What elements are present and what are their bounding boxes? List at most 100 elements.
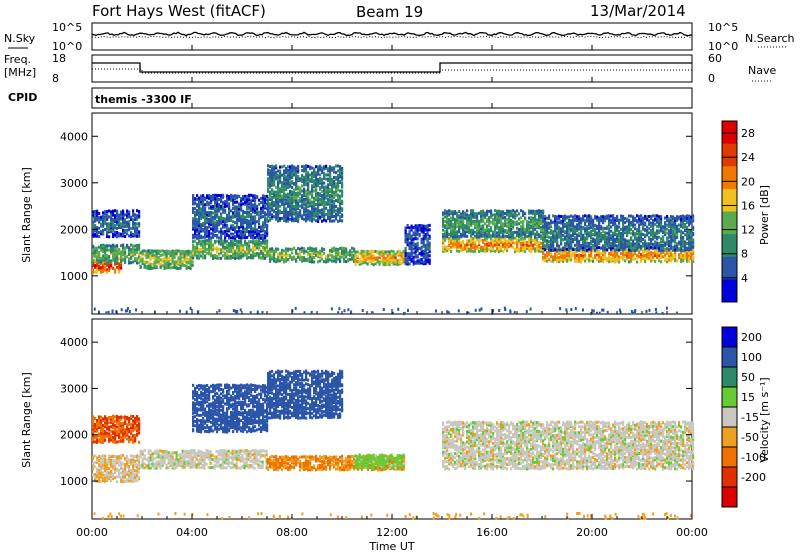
scatter-cell-682 (202, 244, 205, 248)
scatter-cell-601 (179, 250, 182, 254)
scatter-cell-1715 (311, 191, 314, 195)
scatter-cell-2727 (418, 261, 421, 265)
cpid-text: themis -3300 IF (95, 93, 192, 106)
scatter-cell-3483 (522, 221, 525, 225)
scatter-cell-4327 (596, 233, 599, 237)
scatter-cell-4561 (634, 245, 637, 249)
scatter-cell-4362 (602, 237, 605, 241)
scatter-cell-2356 (232, 201, 235, 204)
scatter-cell-339 (114, 215, 117, 219)
scatter-cell-2867 (462, 241, 465, 245)
scatter-cell-1535 (293, 196, 296, 200)
scatter-cell-4952 (303, 311, 306, 315)
scatter-cell-2095 (198, 196, 201, 200)
scatter-cell-1931 (333, 219, 336, 223)
scatter-cell-4852 (682, 244, 685, 248)
scatter-cell-4103 (560, 215, 563, 218)
scatter-cell-766 (228, 242, 231, 245)
scatter-cell-3322 (488, 209, 491, 213)
scatter-cell-4054 (554, 239, 557, 243)
scatter-cell-4048 (552, 235, 555, 239)
scatter-cell-67 (118, 257, 121, 261)
scatter-cell-2127 (202, 194, 205, 198)
scatter-cell-2040 (192, 198, 195, 202)
scatter-cell-2388 (236, 205, 239, 209)
scatter-cell-4465 (618, 240, 621, 244)
scatter-cell-3927 (672, 253, 675, 257)
scatter-cell-958 (287, 249, 290, 253)
scatter-cell-2560 (258, 219, 261, 223)
scatter-cell-547 (165, 255, 168, 259)
scatter-cell-3428 (510, 228, 513, 231)
scatter-cell-3978 (692, 252, 695, 255)
scatter-cell-1006 (309, 246, 312, 250)
scatter-cell-1155 (368, 250, 371, 254)
scatter-cell-4798 (672, 217, 675, 221)
scatter-cell-1399 (281, 216, 284, 220)
scatter-cell-1121 (356, 254, 359, 258)
scatter-cell-1326 (273, 192, 276, 196)
scatter-cell-1814 (321, 200, 324, 204)
scatter-cell-897 (264, 239, 267, 243)
scatter-cell-4378 (604, 234, 607, 238)
scatter-cell-3290 (482, 218, 485, 222)
scatter-cell-1969 (337, 213, 340, 217)
scatter-cell-961 (289, 253, 292, 257)
scatter-cell-4624 (644, 241, 647, 245)
scatter-cell-3321 (488, 216, 491, 220)
scatter-cell-4381 (604, 219, 607, 223)
scatter-cell-3554 (538, 226, 541, 230)
scatter-cell-3490 (524, 230, 527, 234)
scatter-cell-592 (177, 249, 180, 253)
scatter-cell-3363 (498, 228, 501, 231)
scatter-cell-4208 (576, 216, 579, 220)
scatter-cell-3569 (540, 216, 543, 220)
scatter-cell-3014 (520, 246, 523, 250)
scatter-cell-475 (145, 264, 148, 268)
scatter-cell-4061 (554, 225, 557, 229)
scatter-cell-500 (151, 249, 154, 253)
scatter-cell-3416 (508, 226, 511, 230)
scatter-cell-3593 (546, 259, 549, 263)
scatter-cell-4634 (646, 246, 649, 250)
scatter-cell-3448 (514, 222, 517, 226)
scatter-cell-2691 (412, 241, 415, 245)
scatter-cell-1575 (297, 213, 300, 217)
scatter-cell-4396 (608, 243, 611, 247)
scatter-cell-817 (242, 251, 245, 255)
scatter-cell-1521 (291, 173, 294, 177)
scatter-cell-449 (138, 230, 141, 234)
scatter-cell-4269 (586, 227, 589, 231)
scatter-cell-1244 (400, 254, 403, 258)
scatter-cell-935 (277, 247, 280, 251)
scatter-cell-2882 (468, 239, 471, 243)
scatter-cell-82 (94, 248, 97, 252)
scatter-cell-2629 (404, 257, 407, 261)
scatter-cell-1858 (325, 192, 328, 195)
scatter-cell-1382 (279, 209, 282, 213)
scatter-cell-4408 (608, 216, 611, 220)
scatter-cell-2444 (244, 230, 247, 234)
scatter-cell-3562 (538, 209, 541, 213)
scatter-cell-4796 (672, 223, 675, 227)
scatter-cell-529 (161, 264, 164, 268)
scatter-cell-1149 (366, 252, 369, 256)
scatter-cell-1774 (317, 205, 320, 209)
scatter-cell-201 (130, 250, 133, 254)
scatter-cell-4842 (680, 233, 683, 237)
scatter-cell-965 (291, 251, 294, 255)
scatter-cell-2422 (240, 200, 243, 204)
scatter-cell-134 (110, 247, 113, 251)
scatter-cell-1046 (329, 258, 332, 262)
scatter-cell-293 (106, 235, 109, 238)
scatter-cell-2145 (206, 234, 209, 238)
scatter-cell-2768 (424, 262, 427, 266)
scatter-cell-241 (92, 210, 95, 214)
scatter-cell-221 (136, 246, 139, 250)
scatter-cell-309 (108, 215, 111, 219)
scatter-cell-2243 (216, 196, 219, 200)
scatter-cell-188 (126, 245, 129, 249)
scatter-cell-1630 (303, 198, 306, 201)
scatter-cell-371 (120, 210, 123, 214)
scatter-cell-4337 (598, 238, 601, 242)
